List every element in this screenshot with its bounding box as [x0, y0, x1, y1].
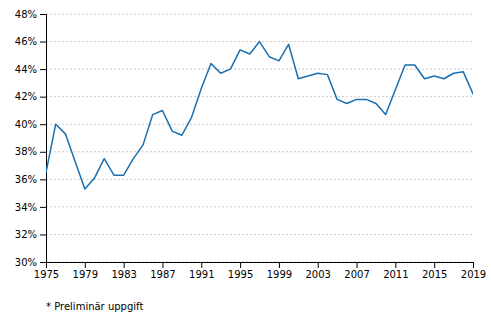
- grid-line: [46, 124, 473, 125]
- grid-line: [46, 69, 473, 70]
- x-tick-label: 2019: [461, 269, 486, 280]
- y-tick: 32%: [15, 229, 46, 240]
- y-axis: 30% 32% 34% 36% 38% 40% 42% 44% 46% 48%: [15, 9, 47, 268]
- x-tick-mark: [240, 262, 241, 268]
- x-tick-mark: [124, 262, 125, 268]
- x-tick-label: 1987: [150, 269, 175, 280]
- x-tick: 1975: [34, 262, 59, 280]
- x-tick: 1979: [73, 262, 98, 280]
- line: [46, 42, 473, 189]
- x-tick-mark: [357, 262, 358, 268]
- grid-line: [46, 151, 473, 152]
- grid-line: [46, 96, 473, 97]
- y-tick-label: 38%: [15, 146, 37, 157]
- grid-line: [46, 179, 473, 180]
- x-tick-mark: [162, 262, 163, 268]
- y-axis-line: [40, 15, 47, 263]
- x-tick-mark: [201, 262, 202, 268]
- x-tick: 1999: [267, 262, 292, 280]
- grid-line: [46, 206, 473, 207]
- y-tick-mark: [40, 152, 46, 153]
- y-tick-label: 40%: [15, 119, 37, 130]
- footnote: * Preliminär uppgift: [46, 301, 143, 312]
- x-tick-label: 1979: [73, 269, 98, 280]
- y-tick: 48%: [15, 9, 46, 20]
- y-tick: 38%: [15, 146, 46, 157]
- plot: 1975 1979 1983 1987 1991 1995 1999 2003 2007 2011…: [15, 9, 486, 280]
- y-tick-mark: [40, 179, 46, 180]
- y-tick-mark: [40, 69, 46, 70]
- x-tick-label: 2011: [383, 269, 408, 280]
- y-tick-label: 46%: [15, 36, 37, 47]
- x-tick-mark: [279, 262, 280, 268]
- x-tick: 1991: [189, 262, 214, 280]
- y-tick: 44%: [15, 64, 46, 75]
- y-tick-mark: [40, 234, 46, 235]
- x-tick-label: 2003: [306, 269, 331, 280]
- y-tick: 46%: [15, 36, 46, 47]
- x-tick: 1987: [150, 262, 175, 280]
- y-tick: 42%: [15, 91, 46, 102]
- chart: 1975 1979 1983 1987 1991 1995 1999 2003 2007 2011…: [0, 0, 491, 320]
- x-tick: 1983: [111, 262, 136, 280]
- y-tick-label: 34%: [15, 202, 37, 213]
- x-tick-mark: [434, 262, 435, 268]
- x-tick-label: 1999: [267, 269, 292, 280]
- x-tick-mark: [85, 262, 86, 268]
- y-tick: 40%: [15, 119, 46, 130]
- grid: [46, 14, 473, 262]
- x-tick-label: 1995: [228, 269, 253, 280]
- x-tick-mark: [395, 262, 396, 268]
- x-tick-label: 1975: [34, 269, 59, 280]
- y-tick: 30%: [15, 257, 46, 268]
- y-tick-label: 36%: [15, 174, 37, 185]
- grid-line: [46, 14, 473, 15]
- x-axis-line: [47, 263, 474, 269]
- x-tick: 2003: [306, 262, 331, 280]
- x-tick-mark: [318, 262, 319, 268]
- y-tick-mark: [40, 97, 46, 98]
- x-axis: 1975 1979 1983 1987 1991 1995 1999 2003 2007 2011…: [34, 262, 486, 280]
- y-tick-mark: [40, 207, 46, 208]
- y-tick-mark: [40, 42, 46, 43]
- y-tick-label: 48%: [15, 9, 37, 20]
- marks: [46, 42, 473, 189]
- y-tick-label: 42%: [15, 91, 37, 102]
- x-tick: 2011: [383, 262, 408, 280]
- x-tick: 2015: [422, 262, 447, 280]
- x-tick: 1995: [228, 262, 253, 280]
- x-tick-label: 1991: [189, 269, 214, 280]
- grid-line: [46, 234, 473, 235]
- x-tick-label: 2007: [344, 269, 369, 280]
- y-tick-label: 44%: [15, 64, 37, 75]
- y-tick-label: 32%: [15, 229, 37, 240]
- x-tick-mark: [473, 262, 474, 268]
- y-tick-mark: [40, 124, 46, 125]
- x-tick: 2007: [344, 262, 369, 280]
- y-tick: 36%: [15, 174, 46, 185]
- y-tick-mark: [40, 14, 46, 15]
- x-tick-label: 1983: [111, 269, 136, 280]
- x-tick: 2019: [461, 262, 486, 280]
- y-tick-mark: [40, 262, 46, 263]
- x-tick-label: 2015: [422, 269, 447, 280]
- y-tick-label: 30%: [15, 257, 37, 268]
- y-tick: 34%: [15, 202, 46, 213]
